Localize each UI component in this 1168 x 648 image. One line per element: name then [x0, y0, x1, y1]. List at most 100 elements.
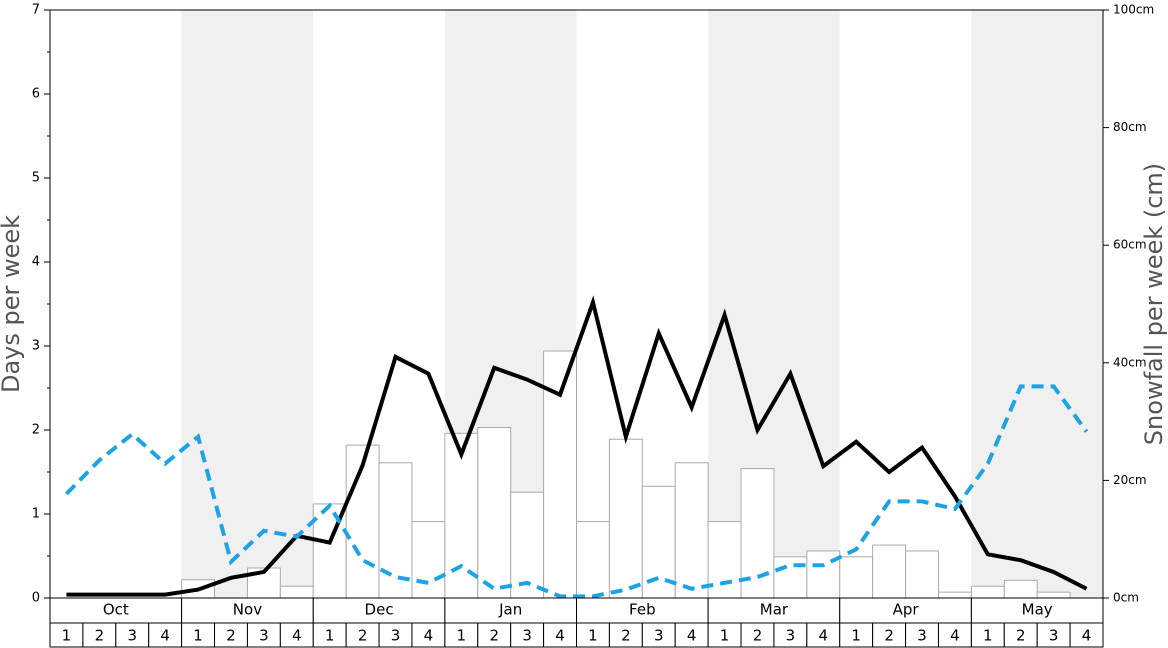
y2-tick-label r-tick: 40cm	[1113, 355, 1147, 369]
week-label: 4	[160, 627, 170, 645]
snowfall-bar	[674, 462, 709, 599]
y-tick-label: 0	[32, 591, 40, 606]
month-shade	[971, 10, 1103, 598]
week-label: 3	[259, 627, 269, 645]
y2-tick-label r-tick: 60cm	[1113, 238, 1147, 252]
y2-tick-label r-tick: 100cm	[1113, 3, 1154, 17]
week-label: 3	[391, 627, 401, 645]
y-tick-label: 7	[32, 3, 40, 18]
snowfall-bar	[707, 521, 742, 599]
week-cell	[1036, 622, 1071, 648]
week-label: 4	[819, 627, 829, 645]
week-label: 1	[62, 627, 72, 645]
week-cell	[970, 622, 1005, 648]
month-label: Dec	[365, 601, 394, 619]
y-tick-label: 4	[32, 255, 40, 270]
week-cell	[740, 622, 775, 648]
week-label: 2	[1016, 627, 1026, 645]
snowfall-bar	[839, 556, 874, 599]
week-label: 1	[193, 627, 203, 645]
week-cell	[115, 622, 150, 648]
y-tick-label: 3	[32, 339, 40, 354]
week-cell	[1069, 622, 1104, 648]
week-cell	[49, 622, 84, 648]
month-label: Jan	[498, 601, 522, 619]
snowfall-bar	[576, 521, 610, 599]
snowfall-bar	[937, 591, 972, 599]
week-label: 3	[522, 627, 532, 645]
week-cell	[312, 622, 347, 648]
snowfall-bar	[477, 426, 512, 599]
week-label: 1	[720, 627, 730, 645]
week-cell	[839, 622, 874, 648]
week-label: 1	[851, 627, 861, 645]
y2-tick-label r-tick: 20cm	[1113, 473, 1147, 487]
y-tick-label: 6	[32, 87, 40, 102]
week-cell	[674, 622, 709, 648]
week-label: 2	[95, 627, 105, 645]
week-label: 2	[621, 627, 631, 645]
y-tick-label: 2	[32, 423, 40, 438]
y2-tick-label r-tick: 0cm	[1113, 591, 1139, 605]
week-cell	[181, 622, 216, 648]
week-label: 4	[950, 627, 960, 645]
snowfall-bar	[608, 438, 643, 599]
week-cell	[477, 622, 512, 648]
month-label: Nov	[233, 601, 262, 619]
week-label: 4	[1082, 627, 1092, 645]
solid-line	[66, 295, 1088, 597]
week-cell	[905, 622, 939, 648]
dashed-line	[65, 384, 1089, 599]
week-label: 3	[1049, 627, 1059, 645]
month-label: Feb	[629, 601, 656, 619]
week-label: 1	[983, 627, 993, 645]
week-label: 3	[917, 627, 927, 645]
month-cell	[181, 597, 314, 624]
week-label: 1	[588, 627, 598, 645]
week-cell	[246, 622, 281, 648]
week-cell	[576, 622, 610, 648]
week-cell	[345, 622, 380, 648]
month-label: Oct	[103, 601, 129, 619]
month-label: Mar	[760, 601, 789, 619]
y-tick-label: 1	[32, 507, 40, 522]
week-label: 3	[127, 627, 137, 645]
snowfall-bar	[411, 521, 446, 599]
week-label: 3	[654, 627, 664, 645]
week-label: 2	[753, 627, 763, 645]
snowfall-bar	[510, 491, 545, 599]
week-label: 2	[489, 627, 499, 645]
month-label: Apr	[893, 601, 920, 619]
week-cell	[411, 622, 446, 648]
y-axis-label: Days per week	[0, 215, 25, 393]
week-label: 2	[884, 627, 894, 645]
week-label: 2	[226, 627, 236, 645]
week-cell	[1003, 622, 1038, 648]
y-tick-label: 5	[32, 171, 40, 186]
month-shade	[181, 10, 314, 598]
week-cell	[608, 622, 643, 648]
week-cell	[148, 622, 183, 648]
week-cell	[806, 622, 841, 648]
snowfall-bar	[279, 585, 314, 599]
snowfall-bar	[1003, 579, 1038, 599]
week-cell	[510, 622, 545, 648]
snowfall-bar	[872, 544, 907, 599]
y2-axis-label: Snowfall per week (cm)	[1140, 163, 1168, 445]
snowfall-bar	[970, 585, 1005, 599]
week-cell	[279, 622, 314, 648]
week-label: 4	[687, 627, 697, 645]
snowfall-bar	[1036, 591, 1071, 599]
week-label: 2	[358, 627, 368, 645]
month-cell	[707, 597, 841, 624]
week-cell	[543, 622, 577, 648]
week-label: 3	[786, 627, 796, 645]
week-label: 1	[325, 627, 335, 645]
month-cell	[444, 597, 577, 624]
snowfall-bar	[773, 556, 808, 599]
week-label: 4	[555, 627, 565, 645]
month-label: May	[1022, 601, 1053, 619]
week-label: 4	[424, 627, 434, 645]
week-label: 4	[292, 627, 302, 645]
